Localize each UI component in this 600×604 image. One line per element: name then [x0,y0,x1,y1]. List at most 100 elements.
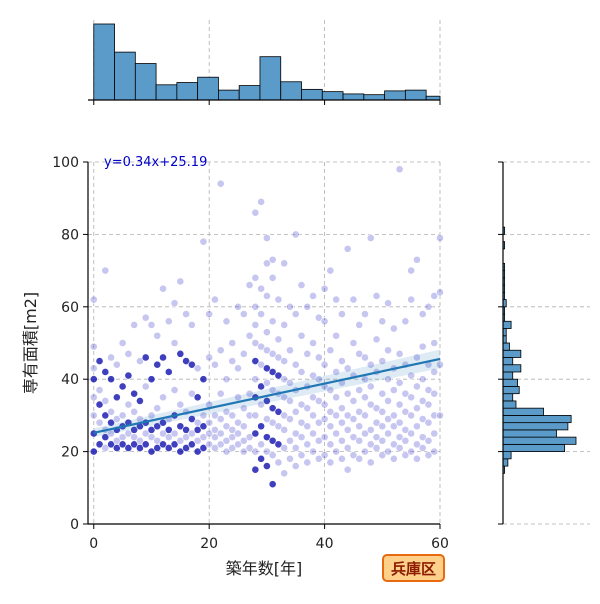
data-point [372,444,381,452]
data-point [320,360,329,369]
data-point [205,440,214,449]
data-point [332,411,341,420]
top-histogram-bar [197,76,219,101]
data-point [251,273,260,282]
data-point [280,425,289,434]
data-point [222,436,231,445]
data-point [262,328,271,337]
data-point [401,407,410,416]
data-point [147,425,156,434]
data-point [389,411,398,420]
data-point [436,360,444,369]
data-point [355,422,364,431]
right-histogram-bar [502,451,512,460]
data-point [303,458,312,467]
regression-line-group [93,349,441,438]
data-point [407,371,416,380]
regression-line [93,357,441,434]
data-point [262,447,271,456]
data-point [136,357,144,365]
data-point [436,234,444,242]
data-point [314,418,323,427]
data-point [199,444,208,452]
data-point [326,346,335,355]
data-point [280,444,289,452]
data-point [262,234,271,242]
data-point [366,425,375,434]
data-point [193,364,202,373]
data-point [130,425,139,434]
data-point [355,349,364,358]
data-point [257,382,266,391]
data-point [384,346,392,355]
data-point [407,447,416,456]
data-point [418,433,427,442]
data-point [89,393,98,402]
data-point [199,433,208,442]
data-point [332,393,341,402]
data-point [401,436,410,445]
data-point [130,407,139,416]
district-badge-label: 兵庫区 [391,560,436,578]
data-point [343,444,352,452]
data-point [176,422,185,431]
data-point [320,433,329,442]
data-point [297,451,306,460]
data-point [193,447,202,456]
data-point [320,284,329,293]
data-point [239,436,248,445]
data-point [251,429,260,438]
data-point [366,440,375,449]
data-point [159,284,167,293]
data-point [326,266,335,275]
top-histogram-bar [114,51,136,101]
data-point [228,425,237,434]
data-point [268,273,277,282]
right-histogram-bar [502,436,577,445]
data-point [245,411,254,420]
data-point [274,440,283,449]
right-histogram-bar [502,407,544,416]
data-point [326,407,335,416]
data-point [407,429,416,438]
data-point [239,349,248,358]
data-point [112,436,121,445]
y-tick-label: 100 [52,155,79,171]
data-point [170,339,179,347]
data-point [164,425,173,434]
data-point [216,179,225,188]
data-point [366,360,375,369]
y-tick-label: 40 [61,372,79,388]
data-point [303,404,312,413]
data-point [234,440,242,449]
data-point [286,378,294,387]
right-histogram-bar [502,349,522,358]
data-point [262,415,271,423]
data-point [245,281,254,289]
data-point [141,440,150,449]
data-point [349,295,358,304]
right-histogram-bar [502,458,509,467]
data-point [361,429,369,438]
data-point [216,389,225,398]
data-point [413,422,421,431]
data-point [309,292,317,300]
data-point [159,393,167,402]
data-point [107,418,115,427]
top-histogram-bar [280,81,302,101]
data-point [107,440,115,449]
data-point [182,310,190,318]
data-point [418,444,427,452]
data-point [413,454,421,463]
data-point [234,393,242,402]
top-histogram-bar [176,82,199,101]
right-histogram-bar [502,400,517,409]
data-point [130,320,139,329]
data-point [395,165,404,174]
data-point [211,411,219,420]
data-point [297,331,306,340]
data-point [384,429,392,438]
data-point [257,400,266,409]
data-point [320,400,329,409]
data-point [187,320,196,329]
